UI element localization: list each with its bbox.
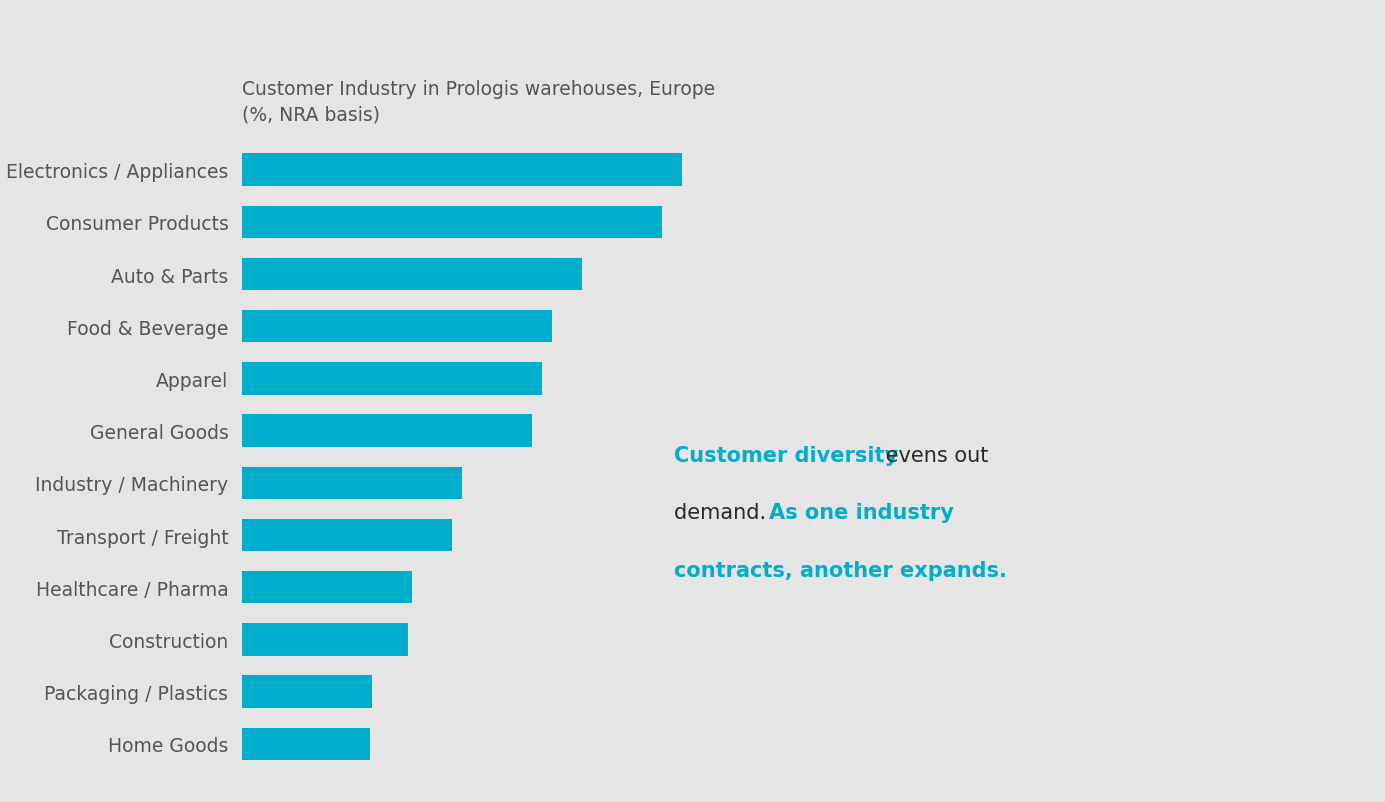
Text: evens out: evens out [879,445,989,465]
Text: contracts, another expands.: contracts, another expands. [674,561,1007,581]
Bar [242,675,373,708]
Bar [242,258,582,291]
Bar [242,571,413,604]
Bar [242,415,532,448]
Bar [242,310,553,343]
Bar [242,363,542,395]
Bar [242,623,409,656]
Bar [242,727,370,760]
Text: Customer diversity: Customer diversity [674,445,899,465]
Text: demand.: demand. [674,503,773,523]
Bar [242,519,452,552]
Bar [242,154,681,187]
Text: Customer Industry in Prologis warehouses, Europe
(%, NRA basis): Customer Industry in Prologis warehouses… [242,79,716,124]
Bar [242,467,463,500]
Bar [242,206,662,239]
Text: As one industry: As one industry [769,503,953,523]
